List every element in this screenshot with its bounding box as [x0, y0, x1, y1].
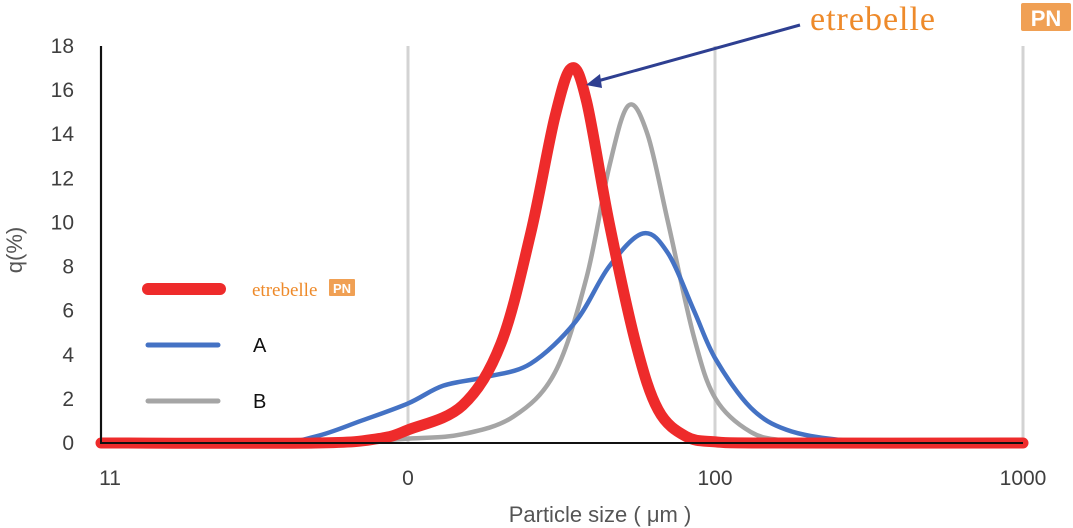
- annotation-arrow: [593, 23, 801, 84]
- legend-label-a: A: [253, 335, 267, 357]
- y-tick-label: 8: [62, 256, 74, 279]
- y-tick-label: 6: [62, 300, 74, 323]
- legend-item-a: A: [145, 335, 267, 357]
- x-axis-title: Particle size ( μm ): [509, 502, 692, 527]
- annotation-brand-badge-text: PN: [1031, 6, 1062, 31]
- legend-badge-text: PN: [333, 281, 351, 296]
- series-line-a: [98, 230, 1026, 446]
- series-line-b: [98, 102, 1026, 446]
- y-axis-title: q(%): [2, 227, 27, 273]
- legend-item-b: B: [145, 391, 266, 413]
- annotation-arrowhead: [586, 74, 602, 88]
- y-tick-label: 14: [51, 123, 75, 146]
- brand-annotation: etrebelle PN: [586, 1, 1071, 88]
- legend-label-etrebelle: etrebelle: [252, 280, 317, 301]
- y-tick-label: 0: [62, 432, 74, 455]
- x-tick-label: 0: [402, 467, 414, 490]
- x-tick-label: 100: [697, 467, 732, 490]
- y-tick-label: 10: [51, 211, 74, 234]
- legend-badge: [329, 279, 355, 296]
- y-tick-label: 16: [51, 79, 74, 102]
- y-tick-label: 12: [51, 167, 74, 190]
- y-tick-label: 4: [62, 344, 74, 367]
- series-line-etrebelle: [95, 62, 1029, 449]
- series-layer: [95, 62, 1029, 449]
- annotation-brand-badge: [1021, 3, 1071, 31]
- axis-layer: [100, 46, 1023, 444]
- y-tick-label: 2: [62, 388, 74, 411]
- legend-label-b: B: [253, 391, 266, 413]
- x-tick-label: 11: [99, 467, 121, 490]
- annotation-brand-text: etrebelle: [810, 1, 936, 38]
- x-tick-label: 1000: [1000, 467, 1047, 490]
- legend: etrebelle PN A B: [142, 279, 355, 413]
- legend-item-etrebelle: etrebelle PN: [142, 279, 355, 301]
- y-tick-label: 18: [51, 35, 74, 58]
- label-layer: 0 2 4 6 8 10 12 14 16 18 11 0 100 1000: [51, 35, 1047, 490]
